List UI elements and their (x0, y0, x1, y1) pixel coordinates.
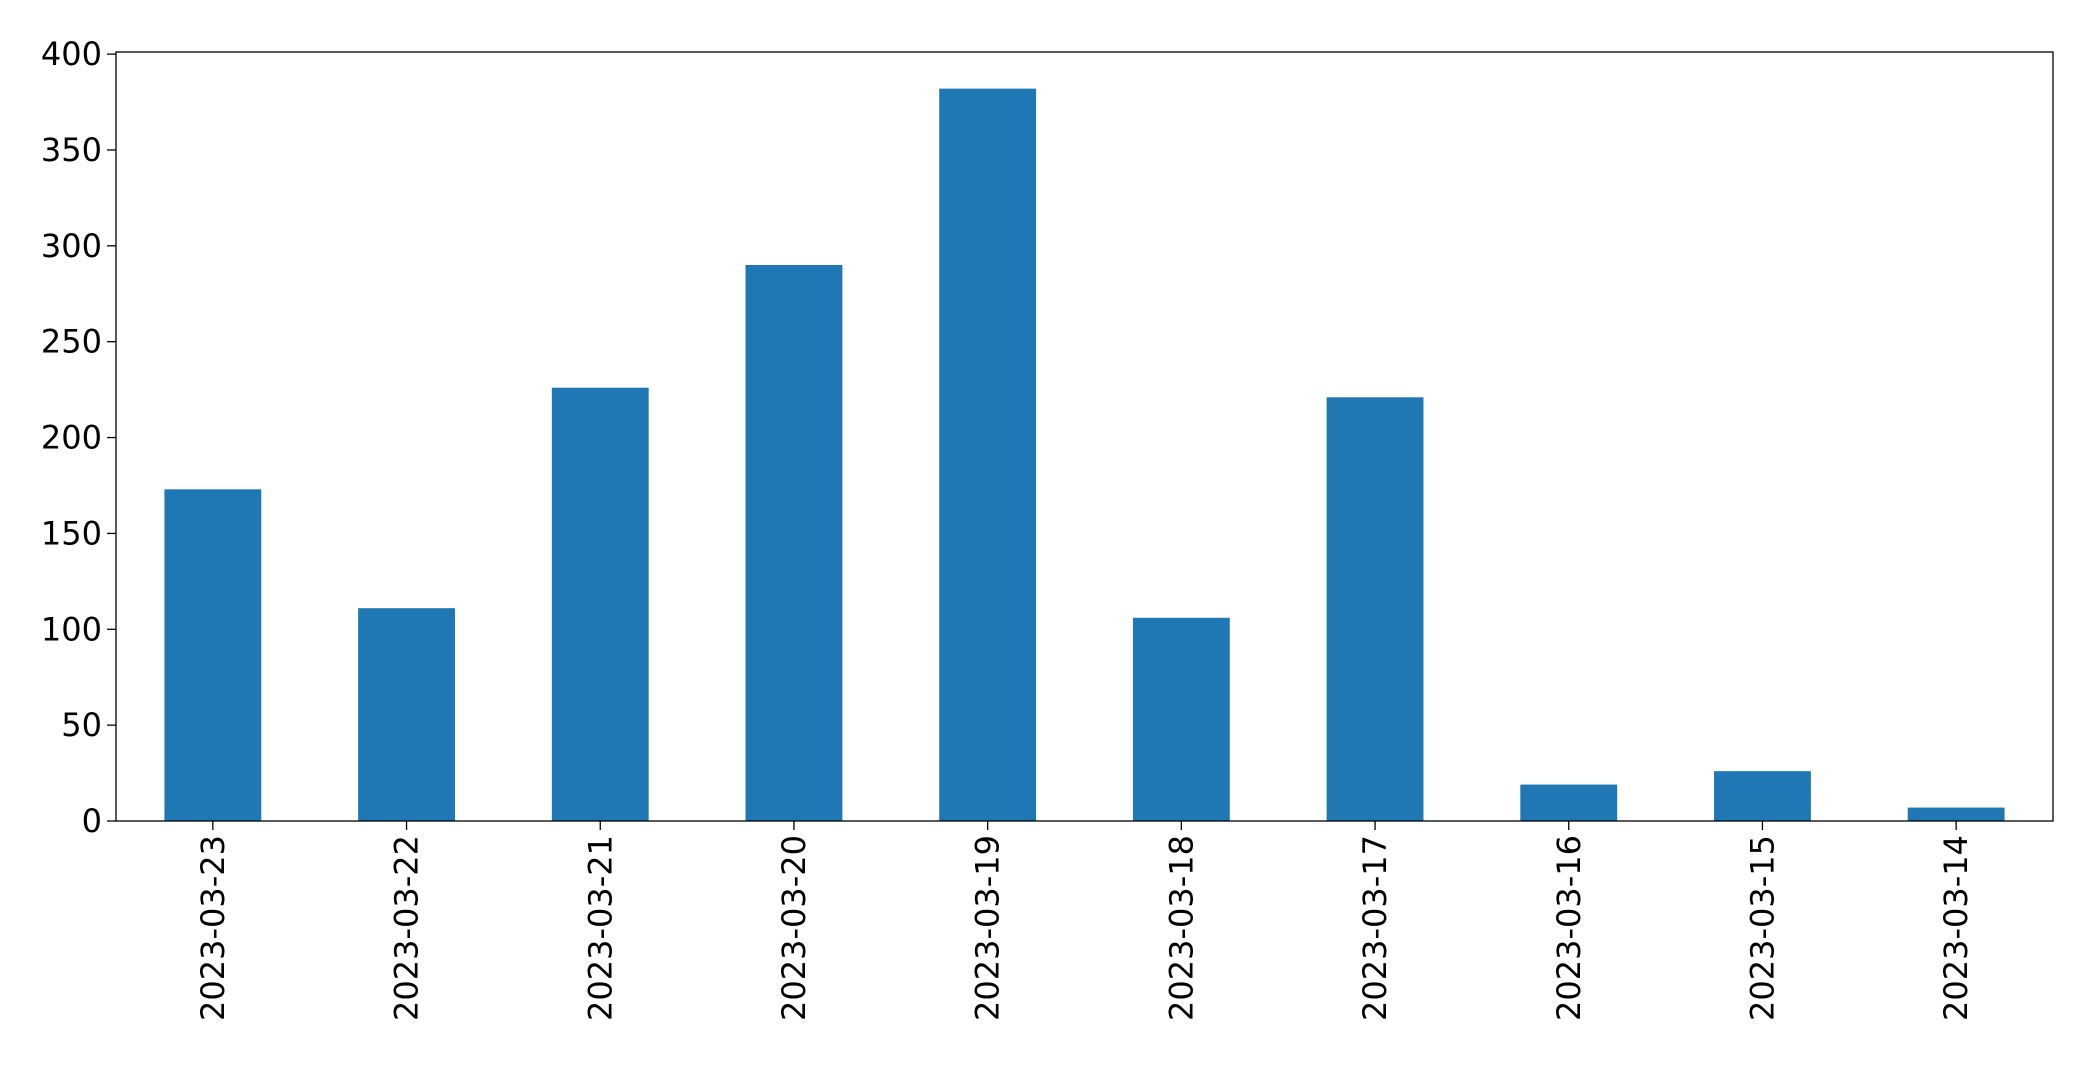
x-tick-label: 2023-03-23 (194, 835, 232, 1021)
x-tick-label: 2023-03-16 (1550, 835, 1588, 1021)
x-tick-label: 2023-03-20 (775, 835, 813, 1021)
x-tick-label: 2023-03-19 (969, 835, 1007, 1021)
x-tick-label: 2023-03-15 (1743, 835, 1781, 1021)
bar (745, 265, 843, 821)
x-tick-label: 2023-03-18 (1162, 835, 1200, 1021)
plot-frame (115, 51, 2054, 822)
y-tick-label: 0 (82, 802, 102, 840)
y-tick-label: 300 (41, 227, 102, 265)
x-tick-label: 2023-03-21 (581, 835, 619, 1021)
bar (1132, 617, 1230, 821)
y-tick-label: 150 (41, 514, 102, 552)
bar (1520, 784, 1618, 821)
y-tick-label: 250 (41, 323, 102, 361)
bar (164, 489, 262, 821)
bar (551, 387, 649, 821)
y-tick-label: 350 (41, 131, 102, 169)
bar (939, 88, 1037, 822)
y-tick-label: 100 (41, 610, 102, 648)
bar (1714, 771, 1811, 821)
bar (1907, 807, 2005, 821)
y-tick-label: 50 (61, 706, 102, 744)
y-tick-label: 200 (41, 419, 102, 457)
bar (358, 608, 455, 821)
bar (1326, 397, 1424, 821)
x-tick-label: 2023-03-14 (1937, 835, 1975, 1021)
x-tick-label: 2023-03-22 (388, 835, 426, 1021)
x-tick-label: 2023-03-17 (1356, 835, 1394, 1021)
y-tick-label: 400 (41, 35, 102, 73)
